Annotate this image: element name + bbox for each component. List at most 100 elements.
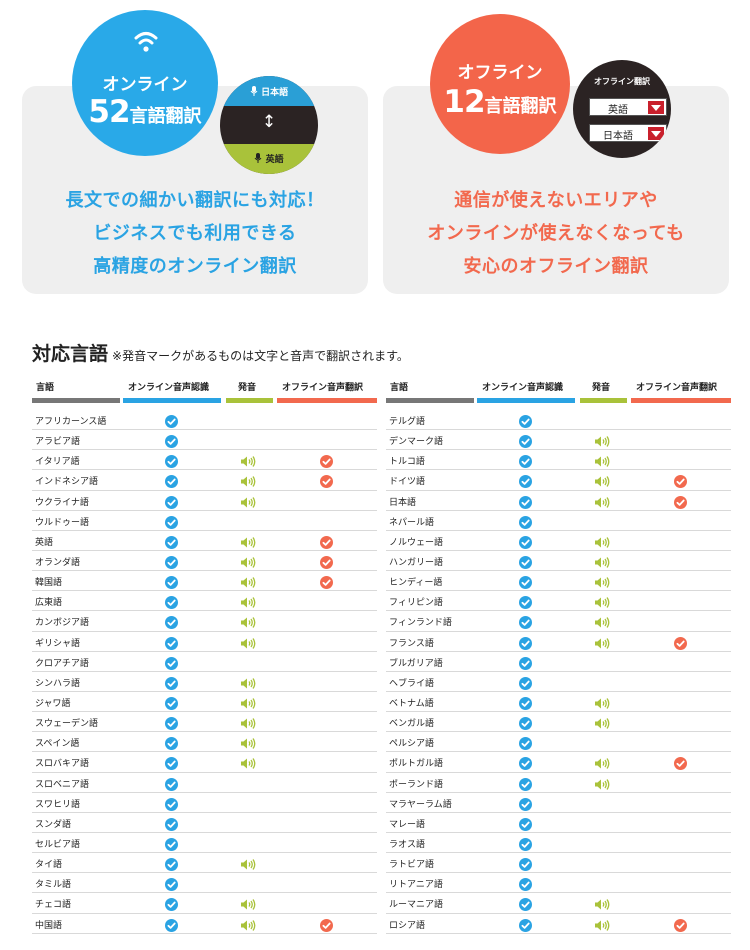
table-row: ロシア語 (386, 914, 731, 934)
online-check-icon (519, 896, 532, 912)
online-check-icon (165, 635, 178, 650)
language-name: ジャワ語 (35, 698, 71, 709)
speaker-icon (240, 635, 256, 649)
online-check-icon (165, 917, 178, 932)
language-name: ノルウェー語 (389, 537, 444, 548)
online-check-icon (519, 735, 532, 751)
language-name: アフリカーンス語 (35, 417, 107, 427)
language-name: テルグ語 (389, 417, 426, 427)
online-check-icon (519, 514, 532, 529)
offline-check-icon (320, 534, 333, 549)
language-name: マレー語 (389, 819, 426, 830)
speaker-icon (594, 755, 610, 770)
language-name: ウクライナ語 (35, 497, 89, 508)
language-name: クロアチア語 (35, 658, 89, 669)
speaker-icon (594, 695, 610, 709)
col-pronunciation: 発音 (592, 383, 611, 393)
language-name: タミル語 (35, 880, 72, 891)
table-row: アフリカーンス語 (32, 410, 377, 431)
language-name: マラヤーラム語 (389, 799, 452, 810)
table-row: カンボジア語 (32, 611, 377, 632)
online-title: オンライン (102, 75, 188, 95)
language-table-left: 言語 オンライン音声認識 発音 オフライン音声翻訳 アフリカーンス語 アラビア語イ… (32, 378, 377, 934)
table-row: 韓国語 (32, 571, 377, 592)
swap-arrow-icon: ↕ (261, 112, 277, 132)
speaker-icon (240, 917, 256, 931)
speaker-icon (594, 433, 610, 448)
offline-check-icon (674, 635, 687, 650)
online-check-icon (165, 776, 178, 791)
language-name: 韓国語 (35, 578, 63, 589)
speaker-icon (594, 917, 610, 931)
table-row: マラヤーラム語 (386, 793, 731, 813)
speaker-icon (240, 896, 256, 911)
online-check-icon (519, 796, 532, 811)
speaker-icon (594, 574, 610, 588)
supported-languages-heading: 対応言語 ※発音マークがあるものは文字と音声で翻訳されます。 (32, 339, 409, 366)
offline-check-icon (674, 917, 687, 932)
speaker-icon (240, 675, 256, 689)
online-check-icon (519, 494, 532, 509)
table-row: タイ語 (32, 853, 377, 874)
language-name: ルーマニア語 (389, 900, 444, 911)
language-name: フィリピン語 (389, 598, 443, 609)
language-name: インドネシア語 (35, 477, 99, 488)
microphone-icon (250, 86, 258, 96)
language-name: カンボジア語 (35, 618, 90, 629)
language-name: ポーランド語 (389, 779, 444, 790)
speaker-icon (594, 614, 610, 629)
language-name: タイ語 (35, 860, 63, 871)
online-check-icon (519, 816, 532, 831)
offline-check-icon (320, 574, 333, 590)
online-check-icon (165, 614, 178, 630)
language-name: ベンガル語 (389, 719, 435, 730)
table-row: ネパール語 (386, 511, 731, 531)
table-row: 日本語 (386, 491, 731, 511)
language-name: ペルシア語 (389, 739, 435, 750)
table-row: フランス語 (386, 632, 731, 652)
online-check-icon (165, 574, 178, 590)
speaker-icon (594, 534, 610, 548)
speaker-icon (594, 635, 610, 649)
online-check-icon (165, 796, 178, 811)
table-row: ポーランド語 (386, 773, 731, 793)
table-row: スロバキア語 (32, 752, 377, 773)
table-row: ペルシア語 (386, 732, 731, 753)
speaker-icon (240, 614, 256, 629)
online-check-icon (519, 554, 532, 569)
online-check-icon (165, 755, 178, 771)
online-check-icon (165, 413, 178, 428)
microphone-icon (255, 153, 262, 163)
table-row: ハンガリー語 (386, 551, 731, 572)
table-row: トルコ語 (386, 450, 731, 471)
online-check-icon (165, 876, 178, 892)
table-row: タミル語 (32, 873, 377, 894)
table-row: ヘブライ語 (386, 672, 731, 692)
language-table-right: 言語 オンライン音声認識 発音 オフライン音声翻訳 テルグ語 デンマーク語 トルコ語… (386, 378, 731, 934)
online-check-icon (165, 816, 178, 831)
table-row: ブルガリア語 (386, 652, 731, 672)
speaker-icon (240, 735, 256, 750)
language-name: ロシア語 (389, 920, 426, 931)
offline-check-icon (320, 554, 333, 569)
language-name: ブルガリア語 (389, 658, 443, 669)
speaker-icon (594, 453, 610, 468)
table-row: ウルドゥー語 (32, 511, 377, 531)
online-badge: オンライン 52言語翻訳 (72, 10, 218, 156)
language-name: 広東語 (35, 598, 63, 609)
online-translate-visual: 日本語 ↕ 英語 (220, 76, 318, 174)
online-check-icon (519, 876, 532, 892)
dropdown-arrow-icon (648, 127, 664, 140)
language-name: リトアニア語 (389, 880, 443, 891)
online-check-icon (519, 655, 532, 670)
table-row: ラオス語 (386, 833, 731, 854)
online-lang-bottom: 英語 (220, 152, 318, 165)
online-check-icon (519, 856, 532, 872)
language-name: ハンガリー語 (389, 557, 444, 568)
language-name: スロバキア語 (35, 759, 90, 770)
online-check-icon (165, 514, 178, 529)
speaker-icon (240, 554, 256, 568)
offline-target-select: 日本語 (589, 124, 667, 142)
language-name: フランス語 (389, 638, 434, 649)
online-check-icon (165, 594, 178, 610)
